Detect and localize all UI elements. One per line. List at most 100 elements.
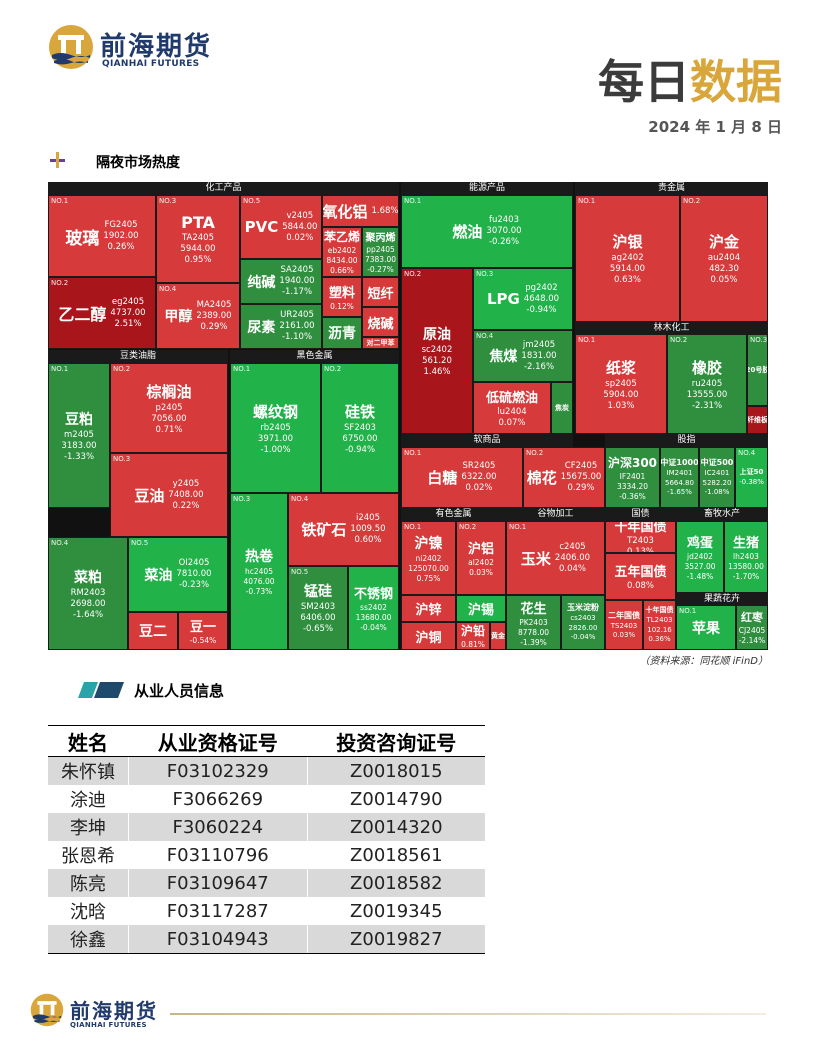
- tile-fiberboard[interactable]: 纤维板: [747, 406, 768, 434]
- tile-details: FG2405 1902.00 0.26%: [103, 220, 138, 253]
- tile-lsfuel[interactable]: 低硫燃油 lu2404 0.07%: [473, 382, 551, 434]
- tile-name: 苯乙烯: [323, 230, 360, 244]
- tile-change: -1.17%: [281, 287, 313, 297]
- tile-cotton[interactable]: NO.2 棉花 CF2405 15675.00 0.29%: [523, 447, 605, 508]
- tile-name: 花生: [520, 601, 547, 617]
- tile-starch[interactable]: 玉米淀粉 cs2403 2826.00 -0.04%: [561, 595, 605, 650]
- tile-content: 橡胶 ru2405 13555.00 -2.31%: [668, 335, 746, 433]
- tile-name: 黄金: [491, 632, 505, 640]
- tile-t10[interactable]: 十年国债 T2403 0.13%: [605, 521, 676, 553]
- tile-meal[interactable]: NO.1 豆粕 m2405 3183.00 -1.33%: [48, 363, 110, 508]
- tile-soy1[interactable]: 豆一 -0.54%: [178, 612, 228, 650]
- tile-code: hc2405: [245, 567, 273, 576]
- tile-zz500[interactable]: 中证500 IC2401 5282.20 -1.08%: [699, 447, 735, 508]
- tile-jujube[interactable]: 红枣 CJ2405 -2.14%: [736, 605, 768, 650]
- tile-pta[interactable]: NO.3 PTA TA2405 5944.00 0.95%: [156, 195, 240, 283]
- tile-al[interactable]: NO.2 沪铝 al2402 0.03%: [456, 521, 506, 595]
- tile-change: -2.16%: [523, 361, 555, 372]
- tile-details: pp2405 7383.00 -0.27%: [365, 245, 396, 275]
- tile-name: 乙二醇: [58, 305, 107, 324]
- tile-rank: NO.4: [476, 332, 494, 340]
- tile-coke[interactable]: NO.4 焦煤 jm2405 1831.00 -2.16%: [473, 330, 573, 382]
- tile-details: SF2403 6750.00 -0.94%: [342, 423, 377, 456]
- tile-hs300[interactable]: 沪深300 IF2401 3334.20 -0.36%: [605, 447, 660, 508]
- tile-silver[interactable]: NO.1 沪银 ag2402 5914.00 0.63%: [575, 195, 680, 322]
- tile-sife[interactable]: NO.2 硅铁 SF2403 6750.00 -0.94%: [321, 363, 399, 493]
- title-part-2: 数据: [690, 55, 782, 109]
- tile-sz50[interactable]: NO.4 上证50 -0.38%: [735, 447, 768, 508]
- tile-name: 热卷: [245, 549, 273, 565]
- tile-egg[interactable]: 鸡蛋 jd2402 3527.00 -1.48%: [676, 521, 724, 593]
- tile-ss[interactable]: 不锈钢 ss2402 13680.00 -0.04%: [348, 566, 399, 650]
- tile-change: 0.04%: [558, 563, 586, 574]
- tile-lpg[interactable]: NO.3 LPG pg2402 4648.00 -0.94%: [473, 268, 573, 330]
- tile-rebar[interactable]: NO.1 螺纹钢 rb2405 3971.00 -1.00%: [230, 363, 321, 493]
- tile-name: 棉花: [526, 469, 557, 487]
- tile-roil[interactable]: NO.5 菜油 OI2405 7810.00 -0.23%: [128, 537, 228, 612]
- tile-sfiber[interactable]: 短纤: [362, 277, 399, 307]
- tile-palm[interactable]: NO.2 棕榈油 p2405 7056.00 0.71%: [110, 363, 228, 453]
- tile-pulp[interactable]: NO.1 纸浆 sp2405 5904.00 1.03%: [575, 334, 667, 434]
- tile-hog[interactable]: 生猪 lh2403 13580.00 -1.70%: [724, 521, 768, 593]
- tile-pb[interactable]: 沪铅 0.81%: [456, 622, 490, 650]
- tile-px[interactable]: 对二甲苯: [362, 337, 399, 349]
- tile-alumina[interactable]: 氧化铝 1.68%: [322, 195, 399, 227]
- tile-t5[interactable]: 五年国债 0.08%: [605, 553, 676, 600]
- tile-hcoil[interactable]: NO.3 热卷 hc2405 4076.00 -0.73%: [230, 493, 288, 650]
- tile-details: -0.38%: [739, 478, 764, 488]
- tile-cu[interactable]: 沪铜: [401, 622, 456, 650]
- tile-soyoil[interactable]: NO.3 豆油 y2405 7408.00 0.22%: [110, 453, 228, 537]
- tile-rank: NO.2: [51, 279, 69, 287]
- tile-rmeal[interactable]: NO.4 菜粕 RM2403 2698.00 -1.64%: [48, 537, 128, 650]
- tile-code: TA2405: [182, 232, 214, 243]
- tile-change: 0.66%: [330, 266, 354, 275]
- tile-soda[interactable]: 纯碱 SA2405 1940.00 -1.17%: [240, 259, 322, 304]
- tile-rank: NO.1: [404, 523, 422, 531]
- tile-corn[interactable]: NO.1 玉米 c2405 2406.00 0.04%: [506, 521, 605, 595]
- tile-change: 0.08%: [626, 581, 654, 591]
- tile-fuel[interactable]: NO.1 燃油 fu2403 3070.00 -0.26%: [401, 195, 573, 268]
- tile-styrene[interactable]: 苯乙烯 eb2402 8434.00 0.66%: [322, 227, 362, 277]
- tile-pp[interactable]: 聚丙烯 pp2405 7383.00 -0.27%: [362, 227, 399, 277]
- tile-nickel[interactable]: NO.1 沪镍 ni2402 125070.00 0.75%: [401, 521, 456, 595]
- tile-details: eg2405 4737.00 2.51%: [110, 297, 145, 330]
- tile-glass[interactable]: NO.1 玻璃 FG2405 1902.00 0.26%: [48, 195, 156, 277]
- tile-change: 0.05%: [710, 275, 738, 285]
- tile-details: sp2405 5904.00 1.03%: [603, 379, 638, 412]
- tile-zz1000[interactable]: 中证1000 IM2401 5664.80 -1.65%: [660, 447, 699, 508]
- tile-soy2[interactable]: 豆二: [128, 612, 178, 650]
- page-title: 每日数据: [598, 46, 782, 112]
- tile-rubber[interactable]: NO.2 橡胶 ru2405 13555.00 -2.31%: [667, 334, 747, 434]
- tile-name: 沪深300: [607, 455, 658, 470]
- tile-apple[interactable]: NO.1 苹果: [676, 605, 736, 650]
- tile-crude[interactable]: NO.2 原油 sc2402 561.20 1.46%: [401, 268, 473, 434]
- tile-price: 1831.00: [521, 350, 557, 361]
- tile-simn[interactable]: NO.5 锰硅 SM2403 6406.00 -0.65%: [288, 566, 348, 650]
- tile-t30[interactable]: 十年国债 TL2403 102.16 0.36%: [643, 600, 676, 650]
- tile-gold[interactable]: NO.2 沪金 au2404 482.30 0.05%: [680, 195, 768, 322]
- tile-bitumen[interactable]: 沥青: [322, 317, 362, 349]
- tile-name: 纤维板: [747, 416, 768, 424]
- tile-content: 聚丙烯 pp2405 7383.00 -0.27%: [363, 228, 398, 276]
- tile-plastic[interactable]: 塑料 0.12%: [322, 277, 362, 317]
- tile-content: 沪镍 ni2402 125070.00 0.75%: [402, 522, 455, 594]
- tile-zn[interactable]: 沪锌: [401, 595, 456, 622]
- tile-peanut[interactable]: 花生 PK2403 8778.00 -1.39%: [506, 595, 561, 650]
- tile-price: 7408.00: [168, 489, 204, 500]
- tile-urea[interactable]: 尿素 UR2405 2161.00 -1.10%: [240, 304, 322, 349]
- tile-sugar[interactable]: NO.1 白糖 SR2405 6322.00 0.02%: [401, 447, 523, 508]
- tile-details: TL2403 102.16 0.36%: [647, 616, 673, 645]
- tile-cokeb[interactable]: 焦炭: [551, 382, 573, 434]
- tile-sn[interactable]: 沪锡: [456, 595, 506, 622]
- tile-eg[interactable]: NO.2 乙二醇 eg2405 4737.00 2.51%: [48, 277, 156, 349]
- tile-code: sp2405: [605, 378, 637, 389]
- tile-caustic[interactable]: 烧碱: [362, 307, 399, 337]
- tile-methanol[interactable]: NO.4 甲醇 MA2405 2389.00 0.29%: [156, 283, 240, 349]
- tile-au_small[interactable]: 黄金: [490, 622, 506, 650]
- tile-iron[interactable]: NO.4 铁矿石 i2405 1009.50 0.60%: [288, 493, 399, 566]
- tile-pvc[interactable]: NO.5 PVC v2405 5844.00 0.02%: [240, 195, 322, 259]
- tile-rubber20[interactable]: NO.3 20号胶: [747, 334, 768, 406]
- tile-content: 锰硅 SM2403 6406.00 -0.65%: [289, 567, 347, 649]
- tile-t2[interactable]: 二年国债 TS2403 0.03%: [605, 600, 643, 650]
- table-row: 陈亮 F03109647 Z0018582: [48, 869, 485, 897]
